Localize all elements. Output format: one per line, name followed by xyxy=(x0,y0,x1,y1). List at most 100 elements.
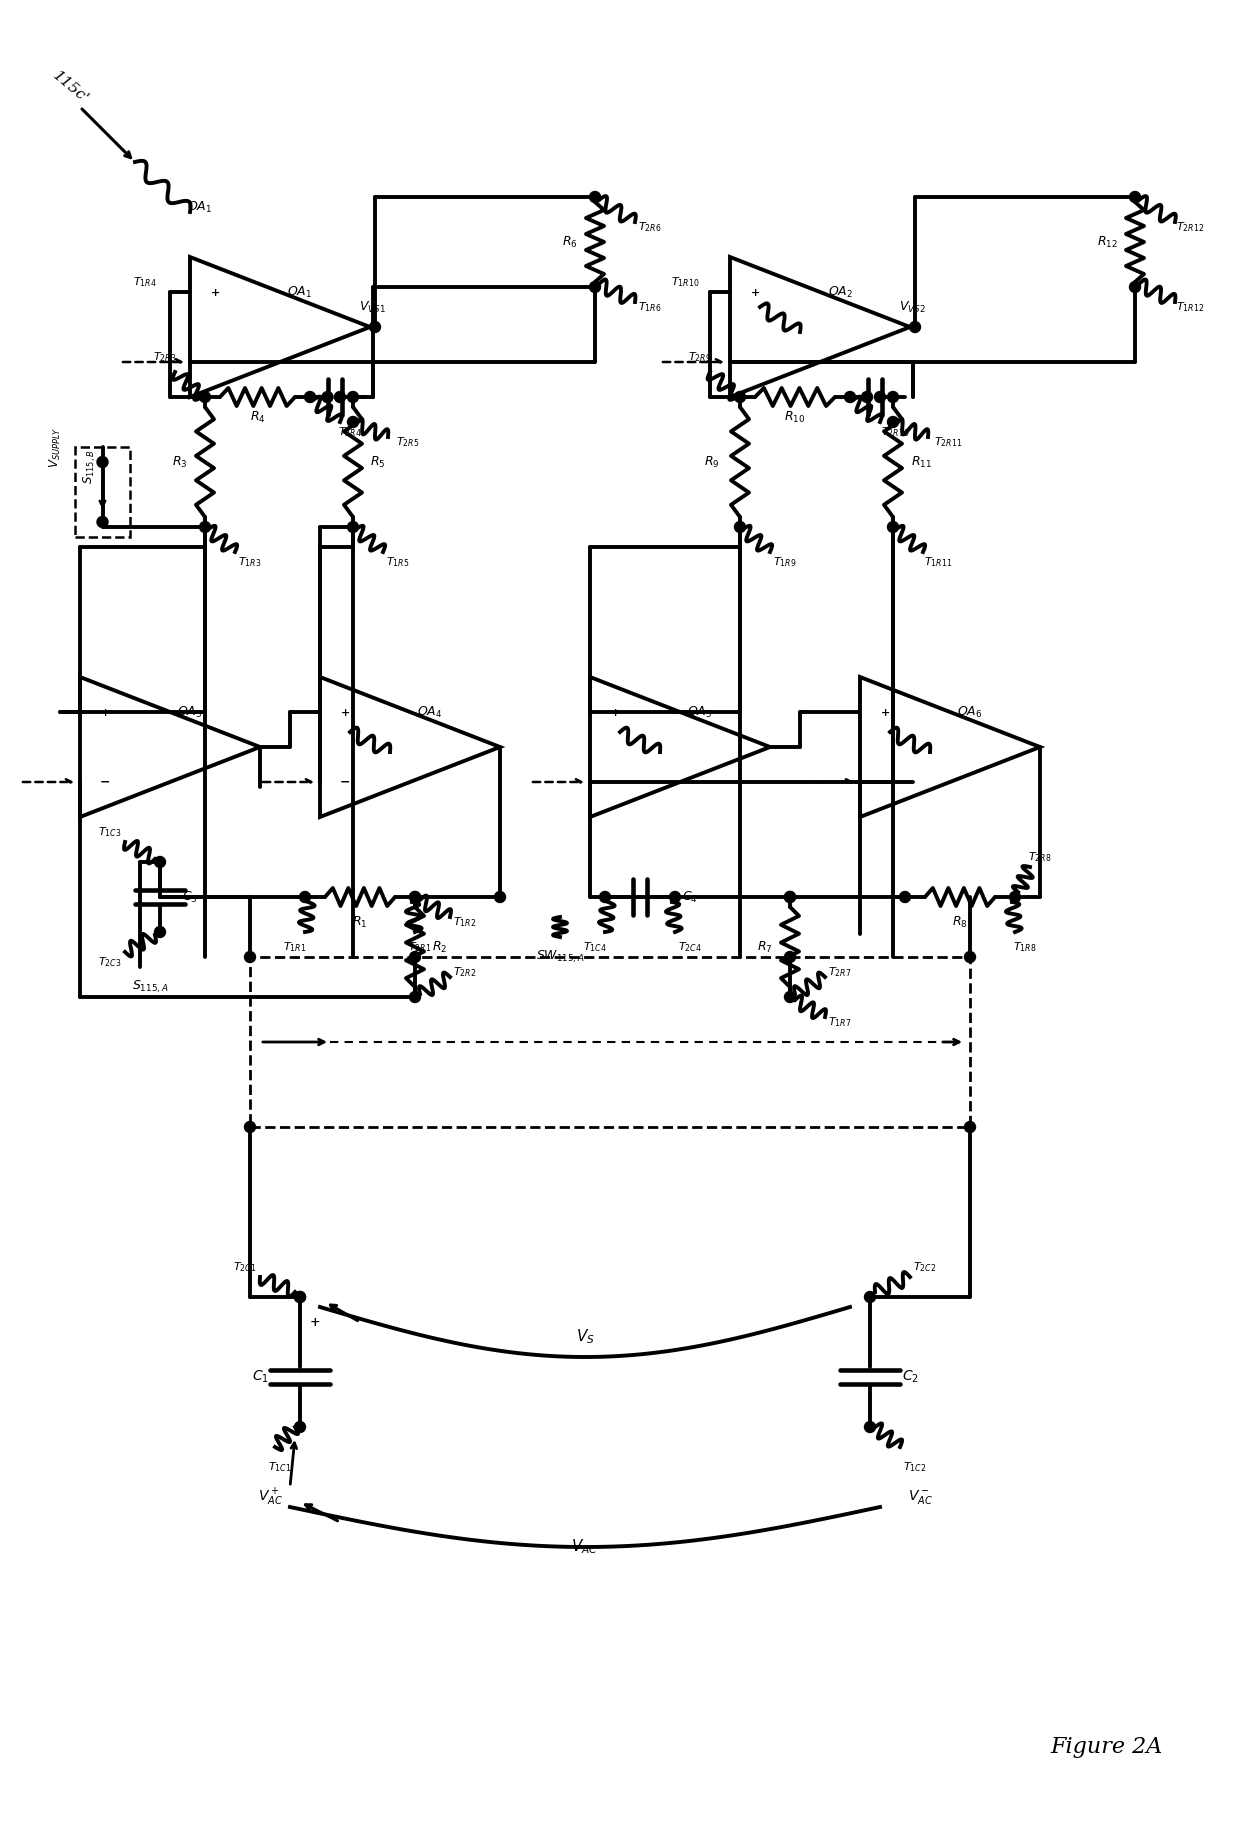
Text: $T_{2R12}$: $T_{2R12}$ xyxy=(1176,219,1204,234)
Text: $T_{1R9}$: $T_{1R9}$ xyxy=(774,555,797,568)
Circle shape xyxy=(155,926,165,937)
Text: $C_2$: $C_2$ xyxy=(901,1368,919,1385)
Circle shape xyxy=(965,952,976,963)
Circle shape xyxy=(305,391,315,402)
Circle shape xyxy=(785,892,796,903)
Text: $T_{2R7}$: $T_{2R7}$ xyxy=(828,965,852,979)
Circle shape xyxy=(347,391,358,402)
Text: $R_9$: $R_9$ xyxy=(704,455,719,470)
Circle shape xyxy=(874,391,885,402)
Text: $T_{2R11}$: $T_{2R11}$ xyxy=(934,435,962,449)
Text: $T_{1R2}$: $T_{1R2}$ xyxy=(454,915,476,928)
Text: +: + xyxy=(211,287,219,298)
Circle shape xyxy=(409,952,420,963)
Text: $OA_6$: $OA_6$ xyxy=(957,705,982,720)
Text: $T_{1R10}$: $T_{1R10}$ xyxy=(671,276,699,289)
Text: $V_{AC}$: $V_{AC}$ xyxy=(572,1538,599,1557)
Text: +: + xyxy=(880,707,889,718)
Circle shape xyxy=(300,892,310,903)
Text: $T_{2C3}$: $T_{2C3}$ xyxy=(98,956,122,968)
Circle shape xyxy=(97,517,108,528)
Text: $T_{2R10}$: $T_{2R10}$ xyxy=(880,426,909,438)
Text: −: − xyxy=(750,356,760,369)
Circle shape xyxy=(335,391,346,402)
Text: +: + xyxy=(610,707,620,718)
Circle shape xyxy=(295,1292,305,1303)
Text: $R_5$: $R_5$ xyxy=(371,455,386,470)
Circle shape xyxy=(97,457,108,468)
Circle shape xyxy=(670,892,681,903)
Circle shape xyxy=(909,322,920,333)
Text: $T_{1R7}$: $T_{1R7}$ xyxy=(828,1016,852,1029)
Circle shape xyxy=(409,892,420,903)
Text: $T_{1C3}$: $T_{1C3}$ xyxy=(98,826,122,839)
Text: +: + xyxy=(310,1315,320,1328)
Text: $OA_5$: $OA_5$ xyxy=(687,705,713,720)
Circle shape xyxy=(888,521,899,532)
Text: $T_{2R2}$: $T_{2R2}$ xyxy=(454,965,476,979)
Circle shape xyxy=(734,391,745,402)
Circle shape xyxy=(785,892,796,903)
Text: $T_{1C2}$: $T_{1C2}$ xyxy=(903,1460,926,1474)
Circle shape xyxy=(155,857,165,868)
Circle shape xyxy=(599,892,610,903)
Text: −: − xyxy=(610,775,620,789)
Circle shape xyxy=(844,391,856,402)
Text: $R_{10}$: $R_{10}$ xyxy=(785,409,806,424)
Text: $T_{2R4}$: $T_{2R4}$ xyxy=(339,426,362,438)
Text: $T_{1C1}$: $T_{1C1}$ xyxy=(268,1460,291,1474)
Text: $R_8$: $R_8$ xyxy=(952,915,968,930)
Text: $V_{AC}^-$: $V_{AC}^-$ xyxy=(908,1487,932,1505)
Text: $V_S$: $V_S$ xyxy=(575,1328,594,1346)
Circle shape xyxy=(244,1122,255,1133)
Text: $V_{VS1}$: $V_{VS1}$ xyxy=(358,300,386,314)
Circle shape xyxy=(1009,892,1021,903)
Text: $T_{1R3}$: $T_{1R3}$ xyxy=(238,555,262,568)
Circle shape xyxy=(589,281,600,292)
Text: +: + xyxy=(750,287,760,298)
Text: $OA_1$: $OA_1$ xyxy=(288,285,312,300)
Circle shape xyxy=(888,417,899,428)
Circle shape xyxy=(864,1421,875,1432)
Text: 115c': 115c' xyxy=(50,68,92,106)
Circle shape xyxy=(409,892,420,903)
Circle shape xyxy=(589,192,600,203)
Text: $T_{2R9}$: $T_{2R9}$ xyxy=(688,351,712,364)
Circle shape xyxy=(862,391,873,402)
Circle shape xyxy=(899,892,910,903)
Text: $T_{2R6}$: $T_{2R6}$ xyxy=(639,219,662,234)
Circle shape xyxy=(1130,192,1141,203)
Text: $R_{11}$: $R_{11}$ xyxy=(910,455,931,470)
Text: $T_{1R5}$: $T_{1R5}$ xyxy=(387,555,409,568)
Circle shape xyxy=(200,391,211,402)
Text: $T_{1R12}$: $T_{1R12}$ xyxy=(1176,300,1204,314)
Text: $OA_2$: $OA_2$ xyxy=(827,285,852,300)
Text: $C_4$: $C_4$ xyxy=(682,890,698,904)
Text: $C_1$: $C_1$ xyxy=(252,1368,269,1385)
Text: $R_3$: $R_3$ xyxy=(172,455,187,470)
Circle shape xyxy=(888,391,899,402)
Text: −: − xyxy=(340,775,350,789)
Circle shape xyxy=(370,322,381,333)
Circle shape xyxy=(347,417,358,428)
Text: $T_{1R4}$: $T_{1R4}$ xyxy=(133,276,156,289)
Circle shape xyxy=(244,952,255,963)
Text: $S_{115,B}$: $S_{115,B}$ xyxy=(82,449,98,484)
Text: $R_{12}$: $R_{12}$ xyxy=(1096,234,1117,250)
Circle shape xyxy=(347,521,358,532)
Text: $R_7$: $R_7$ xyxy=(758,939,773,954)
Circle shape xyxy=(1130,281,1141,292)
Circle shape xyxy=(965,1122,976,1133)
Circle shape xyxy=(785,952,796,963)
Text: $T_{2C4}$: $T_{2C4}$ xyxy=(678,941,702,954)
Text: −: − xyxy=(879,775,890,789)
Text: +: + xyxy=(100,707,109,718)
Text: $R_1$: $R_1$ xyxy=(352,915,368,930)
Circle shape xyxy=(495,892,506,903)
Text: $T_{1R1}$: $T_{1R1}$ xyxy=(283,941,306,954)
Text: $C_3$: $C_3$ xyxy=(182,890,198,904)
Text: $T_{1C4}$: $T_{1C4}$ xyxy=(583,941,606,954)
Text: $V_{SUPPLY}$: $V_{SUPPLY}$ xyxy=(47,426,62,468)
Circle shape xyxy=(322,391,334,402)
Text: $T_{2R8}$: $T_{2R8}$ xyxy=(1028,850,1052,864)
